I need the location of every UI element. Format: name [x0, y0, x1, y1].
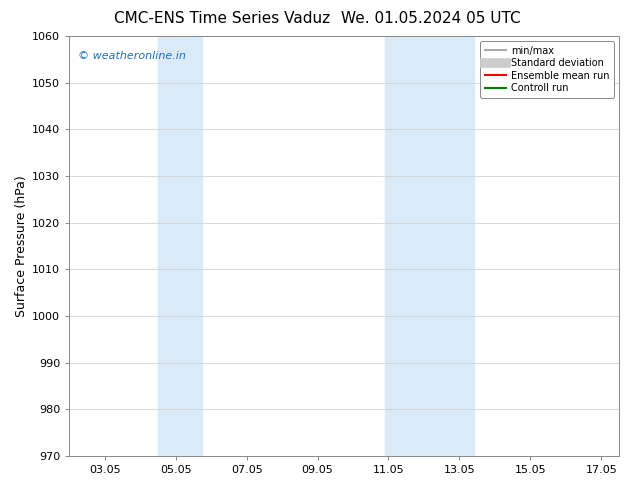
Bar [385, 36, 474, 456]
Y-axis label: Surface Pressure (hPa): Surface Pressure (hPa) [15, 175, 28, 317]
Text: We. 01.05.2024 05 UTC: We. 01.05.2024 05 UTC [341, 11, 521, 26]
Legend: min/max, Standard deviation, Ensemble mean run, Controll run: min/max, Standard deviation, Ensemble me… [480, 41, 614, 98]
Bar [158, 36, 202, 456]
Text: © weatheronline.in: © weatheronline.in [77, 51, 185, 61]
Text: CMC-ENS Time Series Vaduz: CMC-ENS Time Series Vaduz [114, 11, 330, 26]
